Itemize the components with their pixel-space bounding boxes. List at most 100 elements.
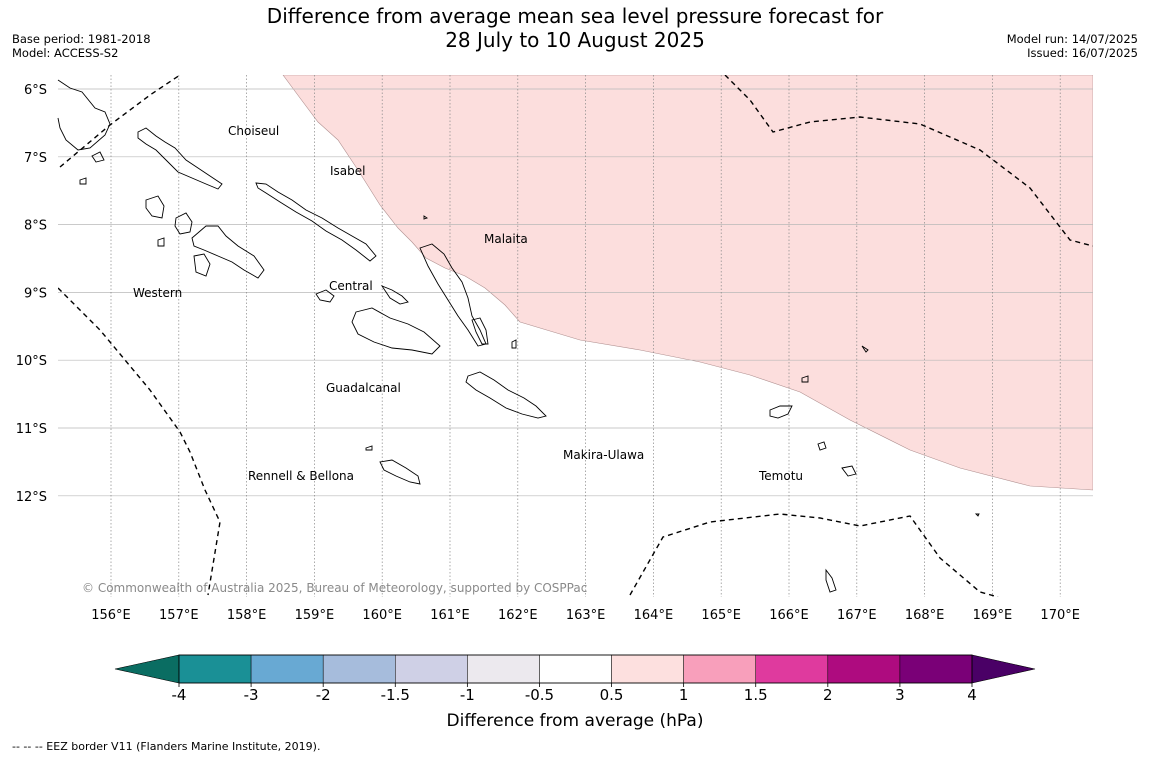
- island-ontong-java: [423, 215, 429, 220]
- colorbar-over-arrow: [971, 654, 1036, 684]
- colorbar-tick-label: 4: [967, 686, 977, 704]
- title-line-1: Difference from average mean sea level p…: [266, 4, 884, 28]
- lon-tick-label: 169°E: [973, 608, 1013, 623]
- colorbar-segment: [611, 654, 684, 684]
- eez-border-northeast: [724, 75, 1093, 247]
- island-ulawa: [511, 339, 517, 349]
- lon-tick-label: 160°E: [362, 608, 402, 623]
- model-name: Model: ACCESS-S2: [12, 46, 119, 60]
- island-florida: [315, 289, 335, 303]
- island-malaita: [419, 243, 487, 347]
- colorbar-tick-label: -2: [316, 686, 331, 704]
- province-label-central: Central: [329, 279, 373, 293]
- colorbar-segment: [755, 654, 829, 684]
- colorbar-tick-label: 2: [823, 686, 833, 704]
- latitude-gridlines: [58, 88, 1093, 497]
- island-rendova: [193, 253, 211, 277]
- colorbar-tick-label: -4: [172, 686, 187, 704]
- colorbar: -4 -3 -2 -1.5 -1 -0.5 0.5 1 1.5 2 3 4 Difference fr…: [114, 654, 1036, 731]
- island-duff: [861, 345, 869, 353]
- island-bellona: [365, 445, 373, 451]
- base-period: Base period: 1981-2018: [12, 32, 151, 46]
- eez-border-southeast: [629, 513, 999, 597]
- island-santa-cruz: [769, 405, 793, 419]
- lon-tick-label: 158°E: [227, 608, 267, 623]
- island-rennell: [379, 459, 421, 485]
- coastlines: [57, 79, 980, 593]
- island-makira: [465, 371, 547, 419]
- island-utupua: [817, 441, 827, 451]
- island-new-georgia: [191, 225, 265, 279]
- colorbar-under-arrow: [114, 654, 180, 684]
- lon-tick-label: 165°E: [701, 608, 741, 623]
- province-label-rennell-bellona: Rennell & Bellona: [248, 469, 354, 483]
- longitude-gridlines: [110, 75, 1061, 597]
- colorbar-segment: [178, 654, 252, 684]
- province-label-choiseul: Choiseul: [228, 124, 279, 138]
- lon-tick-label: 156°E: [91, 608, 131, 623]
- colorbar-tick-label: 1.5: [744, 686, 768, 704]
- colorbar-segment: [827, 654, 901, 684]
- lon-tick-label: 166°E: [769, 608, 809, 623]
- map-title: Difference from average mean sea level p…: [0, 4, 1150, 52]
- lat-tick-label: 7°S: [24, 151, 47, 166]
- island-choiseul: [137, 127, 223, 190]
- colorbar-tick-label: -1: [460, 686, 475, 704]
- colorbar-tick-label: -0.5: [525, 686, 554, 704]
- lat-tick-label: 6°S: [24, 83, 47, 98]
- lon-tick-label: 167°E: [837, 608, 877, 623]
- colorbar-tick-label: -3: [244, 686, 259, 704]
- island-bougainville: [57, 79, 111, 151]
- province-labels: Choiseul Isabel Malaita Western Central …: [133, 124, 803, 483]
- province-label-temotu: Temotu: [758, 469, 803, 483]
- lon-tick-label: 162°E: [498, 608, 538, 623]
- island-vella-lavella: [145, 195, 165, 219]
- lat-tick-label: 8°S: [24, 219, 47, 234]
- meta-left: Base period: 1981-2018 Model: ACCESS-S2: [12, 32, 151, 60]
- eez-border-west: [58, 287, 221, 596]
- lat-tick-label: 12°S: [16, 490, 47, 505]
- island-reef-islands: [801, 375, 809, 383]
- eez-footnote: -- -- -- EEZ border V11 (Flanders Marine…: [12, 740, 321, 753]
- colorbar-tick-label: 1: [679, 686, 689, 704]
- lon-tick-label: 168°E: [905, 608, 945, 623]
- lon-tick-label: 161°E: [430, 608, 470, 623]
- issued-date: Issued: 16/07/2025: [1027, 46, 1138, 60]
- copyright-notice: © Commonwealth of Australia 2025, Bureau…: [82, 581, 587, 595]
- model-run: Model run: 14/07/2025: [1006, 32, 1138, 46]
- island-isabel: [255, 182, 377, 262]
- colorbar-tick-label: -1.5: [381, 686, 410, 704]
- island-russell: [380, 285, 409, 305]
- island-gizo: [157, 237, 165, 247]
- title-line-2: 28 July to 10 August 2025: [445, 28, 705, 52]
- province-label-isabel: Isabel: [330, 164, 365, 178]
- lon-tick-label: 163°E: [566, 608, 606, 623]
- eez-borders: [58, 75, 1093, 597]
- colorbar-frame: [178, 654, 973, 684]
- positive-anomaly-region: [282, 75, 1093, 491]
- island-shortlands: [79, 177, 87, 185]
- colorbar-tick-label: 3: [895, 686, 905, 704]
- lon-tick-label: 164°E: [634, 608, 674, 623]
- island-tikopia: [974, 513, 980, 517]
- island-kolombangara: [174, 212, 193, 235]
- meta-right: Model run: 14/07/2025 Issued: 16/07/2025: [1007, 32, 1138, 60]
- province-label-malaita: Malaita: [484, 232, 528, 246]
- lon-tick-label: 159°E: [295, 608, 335, 623]
- lat-tick-label: 10°S: [16, 354, 47, 369]
- lat-tick-label: 9°S: [24, 286, 47, 301]
- colorbar-tick-label: 0.5: [600, 686, 624, 704]
- province-label-western: Western: [133, 286, 182, 300]
- island-vanikoro: [841, 465, 857, 477]
- colorbar-segment: [467, 654, 540, 684]
- colorbar-segment: [539, 654, 612, 684]
- colorbar-segment: [395, 654, 468, 684]
- eez-border-northwest: [59, 75, 181, 168]
- island-anuta: [825, 568, 837, 593]
- colorbar-segment: [683, 654, 756, 684]
- island-guadalcanal: [351, 307, 441, 355]
- colorbar-segment: [322, 654, 396, 684]
- lon-tick-label: 157°E: [159, 608, 199, 623]
- colorbar-label: Difference from average (hPa): [447, 711, 704, 731]
- lat-tick-label: 11°S: [16, 422, 47, 437]
